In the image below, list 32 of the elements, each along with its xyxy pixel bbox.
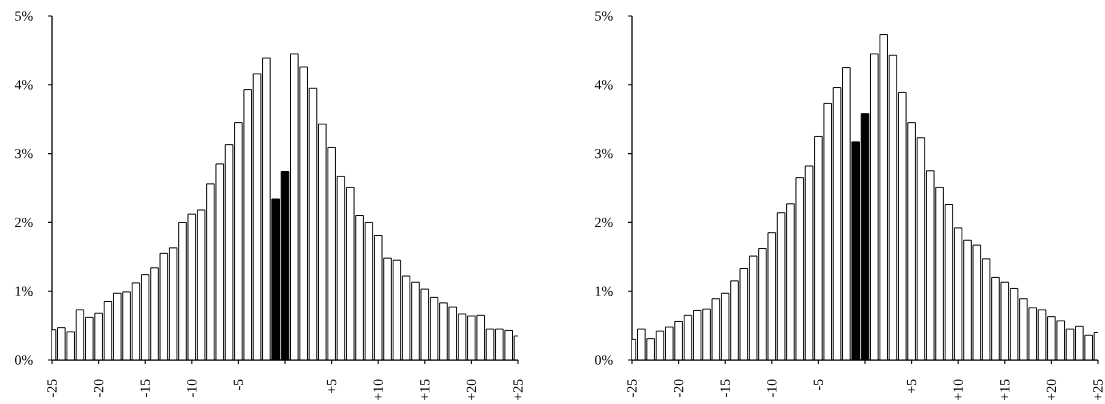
y-tick-label: 1%	[15, 286, 33, 296]
x-tick-label: +25	[1093, 379, 1103, 401]
x-tick-label: +20	[466, 379, 477, 401]
y-tick-label: 4%	[594, 80, 613, 90]
x-tick-label: +5	[326, 379, 337, 394]
x-tick-label: -25	[47, 379, 57, 397]
y-tick-label: 3%	[595, 148, 613, 159]
x-tick-label: -20	[673, 379, 684, 397]
y-tick-label: 4%	[14, 80, 33, 90]
x-tick-label: -5	[813, 379, 824, 390]
y-tick-label: 2%	[595, 217, 613, 228]
x-tick-label: -25	[627, 379, 637, 397]
x-tick-label: +15	[420, 379, 430, 401]
y-tick-label: 0%	[595, 355, 613, 365]
x-tick-label: +10	[953, 379, 963, 401]
x-tick-label: -15	[720, 379, 730, 397]
x-tick-label: +20	[1046, 379, 1057, 401]
y-tick-label: 0%	[15, 355, 33, 365]
x-tick-label: -10	[187, 379, 197, 397]
x-tick-label: +25	[513, 379, 523, 401]
x-tick-label: -15	[140, 379, 150, 397]
x-tick-label: +5	[906, 379, 917, 394]
y-tick-label: 5%	[595, 11, 613, 21]
y-tick-label: 1%	[595, 286, 613, 296]
x-tick-label: -20	[93, 379, 104, 397]
x-tick-label: +15	[1000, 379, 1010, 401]
x-tick-label: -10	[767, 379, 777, 397]
x-tick-label: -5	[233, 379, 244, 390]
x-tick-label: +10	[373, 379, 383, 401]
y-tick-label: 3%	[15, 148, 33, 159]
y-tick-label: 2%	[15, 217, 33, 228]
y-tick-label: 5%	[15, 11, 33, 21]
